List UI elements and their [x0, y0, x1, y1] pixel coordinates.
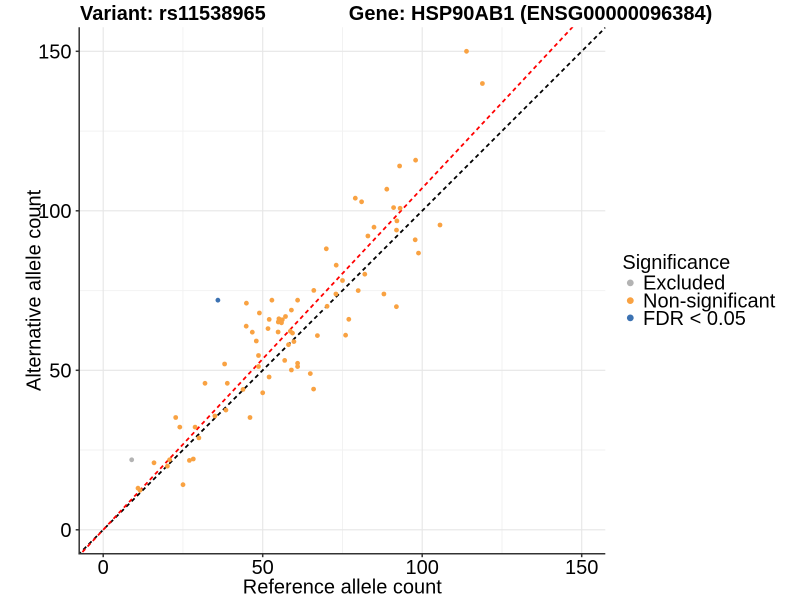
svg-text:100: 100 [406, 557, 439, 579]
svg-text:150: 150 [38, 41, 71, 63]
svg-text:Significance: Significance [622, 252, 730, 274]
svg-text:50: 50 [252, 557, 274, 579]
svg-text:150: 150 [565, 557, 598, 579]
svg-text:Excluded: Excluded [643, 273, 725, 295]
svg-text:Gene: HSP90AB1 (ENSG0000009638: Gene: HSP90AB1 (ENSG00000096384) [349, 3, 713, 25]
svg-text:0: 0 [60, 520, 71, 542]
svg-text:Reference allele count: Reference allele count [243, 576, 442, 598]
svg-text:50: 50 [49, 360, 71, 382]
svg-text:0: 0 [98, 557, 109, 579]
svg-text:Alternative allele count: Alternative allele count [24, 189, 46, 391]
svg-text:100: 100 [38, 201, 71, 223]
svg-text:Variant: rs11538965: Variant: rs11538965 [80, 3, 266, 25]
svg-text:FDR < 0.05: FDR < 0.05 [643, 308, 746, 330]
svg-text:Non-significant: Non-significant [643, 290, 776, 312]
